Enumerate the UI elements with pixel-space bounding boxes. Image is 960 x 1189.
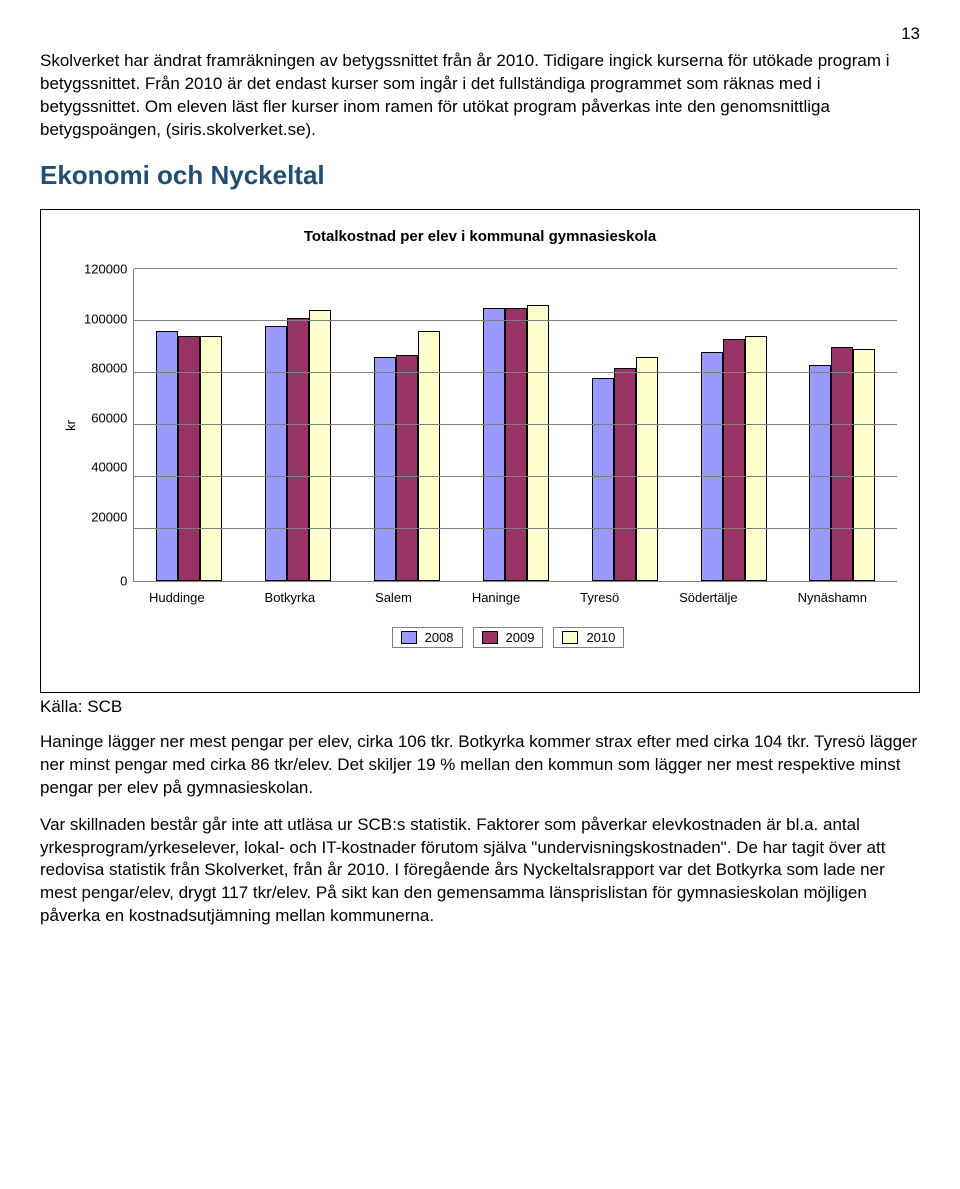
gridline: [134, 528, 897, 529]
x-tick-label: Nynäshamn: [798, 590, 867, 605]
bar: [483, 308, 505, 581]
y-axis-ticks: 120000100000800006000040000200000: [84, 269, 133, 581]
bar-group: [374, 331, 440, 581]
legend-swatch: [482, 631, 498, 644]
bar: [156, 331, 178, 581]
x-tick-label: Tyresö: [580, 590, 619, 605]
y-tick-label: 60000: [91, 410, 127, 425]
bar: [396, 355, 418, 581]
source-label: Källa: SCB: [40, 697, 920, 717]
x-tick-label: Salem: [375, 590, 412, 605]
y-tick-label: 100000: [84, 311, 127, 326]
y-axis-label: kr: [63, 420, 78, 431]
bar: [505, 308, 527, 581]
bar-group: [592, 357, 658, 581]
legend-swatch: [401, 631, 417, 644]
legend-label: 2010: [586, 630, 615, 645]
chart-legend: 2008 2009 2010: [119, 627, 897, 648]
page-number: 13: [40, 24, 920, 44]
legend-label: 2009: [506, 630, 535, 645]
bar: [745, 336, 767, 580]
bar: [287, 318, 309, 581]
bar: [178, 336, 200, 580]
bar-group: [483, 305, 549, 581]
bar-group: [265, 310, 331, 580]
bar: [418, 331, 440, 581]
bar: [809, 365, 831, 581]
gridline: [134, 424, 897, 425]
x-tick-label: Huddinge: [149, 590, 205, 605]
x-axis-labels: Huddinge Botkyrka Salem Haninge Tyresö Södert…: [119, 590, 897, 605]
legend-swatch: [562, 631, 578, 644]
bar-group: [809, 347, 875, 581]
bar-group: [701, 336, 767, 580]
gridline: [134, 268, 897, 269]
x-tick-label: Botkyrka: [265, 590, 316, 605]
y-tick-label: 20000: [91, 509, 127, 524]
legend-label: 2008: [425, 630, 454, 645]
section-heading: Ekonomi och Nyckeltal: [40, 160, 920, 191]
x-tick-label: Haninge: [472, 590, 520, 605]
chart-container: Totalkostnad per elev i kommunal gymnasi…: [40, 209, 920, 693]
x-tick-label: Södertälje: [679, 590, 738, 605]
bar: [831, 347, 853, 581]
bar: [636, 357, 658, 581]
plot-area: [133, 269, 897, 582]
gridline: [134, 372, 897, 373]
bar: [200, 336, 222, 580]
y-tick-label: 40000: [91, 460, 127, 475]
bar: [723, 339, 745, 581]
gridline: [134, 320, 897, 321]
bar: [265, 326, 287, 581]
y-tick-label: 120000: [84, 262, 127, 277]
bar: [853, 349, 875, 580]
paragraph-2: Haninge lägger ner mest pengar per elev,…: [40, 731, 920, 800]
bar: [592, 378, 614, 581]
y-tick-label: 80000: [91, 361, 127, 376]
y-tick-label: 0: [120, 574, 127, 589]
legend-item: 2009: [473, 627, 544, 648]
bar: [701, 352, 723, 581]
legend-item: 2010: [553, 627, 624, 648]
bar: [527, 305, 549, 581]
paragraph-3: Var skillnaden består går inte att utläs…: [40, 814, 920, 929]
bar: [614, 368, 636, 581]
bar: [309, 310, 331, 580]
intro-paragraph: Skolverket har ändrat framräkningen av b…: [40, 50, 920, 142]
bar-group: [156, 331, 222, 581]
bar: [374, 357, 396, 581]
gridline: [134, 476, 897, 477]
chart-title: Totalkostnad per elev i kommunal gymnasi…: [63, 228, 897, 245]
legend-item: 2008: [392, 627, 463, 648]
